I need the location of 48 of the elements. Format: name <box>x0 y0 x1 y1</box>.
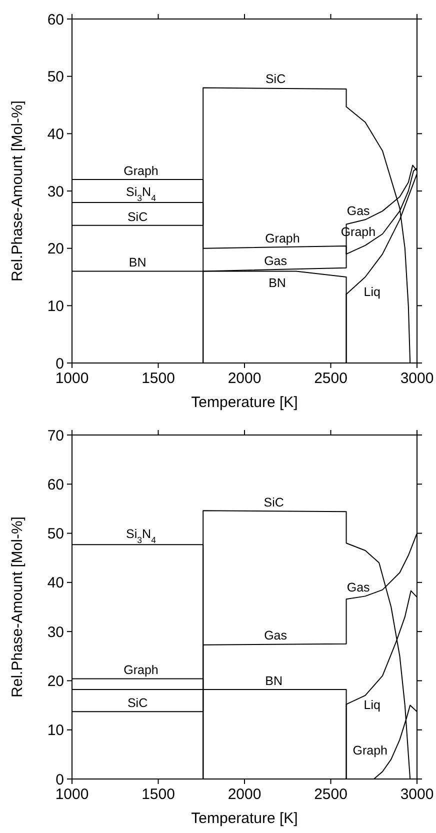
y-tick-label: 50 <box>47 526 64 543</box>
annotation: Gas <box>264 628 288 643</box>
annotation: Si$_{3}$N$_{4}$ <box>126 526 156 545</box>
x-axis-title: Temperature [K] <box>191 810 298 827</box>
y-tick-label: 10 <box>47 298 64 315</box>
y-tick-label: 40 <box>47 574 64 592</box>
annotation: Graph <box>352 744 388 758</box>
annotation: SiC <box>127 696 148 710</box>
y-tick-label: 50 <box>47 68 64 86</box>
annotation: Liq <box>364 698 381 712</box>
x-tick-label: 3000 <box>400 370 434 387</box>
annotation: BN <box>265 674 283 688</box>
x-axis-title: Temperature [K] <box>191 394 298 411</box>
annotation: BN <box>268 276 286 290</box>
annotation: Graph <box>265 232 300 246</box>
annotation: Gas <box>346 580 370 595</box>
y-tick-label: 30 <box>47 624 64 641</box>
x-tick-label: 1500 <box>142 370 175 387</box>
x-tick-label: 1000 <box>55 786 89 803</box>
annotation: SiC <box>127 210 148 224</box>
annotation: Gas <box>346 204 370 218</box>
y-tick-label: 60 <box>47 11 64 28</box>
y-tick-label: 0 <box>56 355 64 372</box>
x-tick-label: 2500 <box>314 786 348 803</box>
annotation: Gas <box>264 254 288 268</box>
y-tick-label: 0 <box>56 771 64 788</box>
x-tick-label: 2000 <box>228 786 262 803</box>
y-tick-label: 20 <box>47 240 64 258</box>
annotation: SiC <box>265 72 286 86</box>
y-tick-label: 20 <box>47 672 64 690</box>
y-tick-label: 30 <box>47 183 64 200</box>
x-tick-label: 2500 <box>314 370 348 387</box>
annotation: Liq <box>364 285 381 300</box>
x-tick-label: 1000 <box>55 370 89 387</box>
annotation: SiC <box>264 496 284 510</box>
x-tick-label: 1500 <box>142 786 175 803</box>
annotation: Si$_{3}$N$_{4}$ <box>126 184 156 203</box>
annotation: Graph <box>124 164 158 178</box>
x-tick-label: 3000 <box>400 786 434 803</box>
y-tick-label: 60 <box>47 476 64 494</box>
x-tick-label: 2000 <box>228 370 262 387</box>
y-tick-label: 40 <box>47 126 64 143</box>
y-axis-title: Rel.Phase-Amount [Mol-%] <box>9 100 26 282</box>
annotation: Graph <box>124 663 158 678</box>
y-axis-title: Rel.Phase-Amount [Mol-%] <box>9 516 26 698</box>
annotation: BN <box>128 256 146 270</box>
y-tick-label: 70 <box>47 427 64 444</box>
y-tick-label: 10 <box>47 722 64 740</box>
